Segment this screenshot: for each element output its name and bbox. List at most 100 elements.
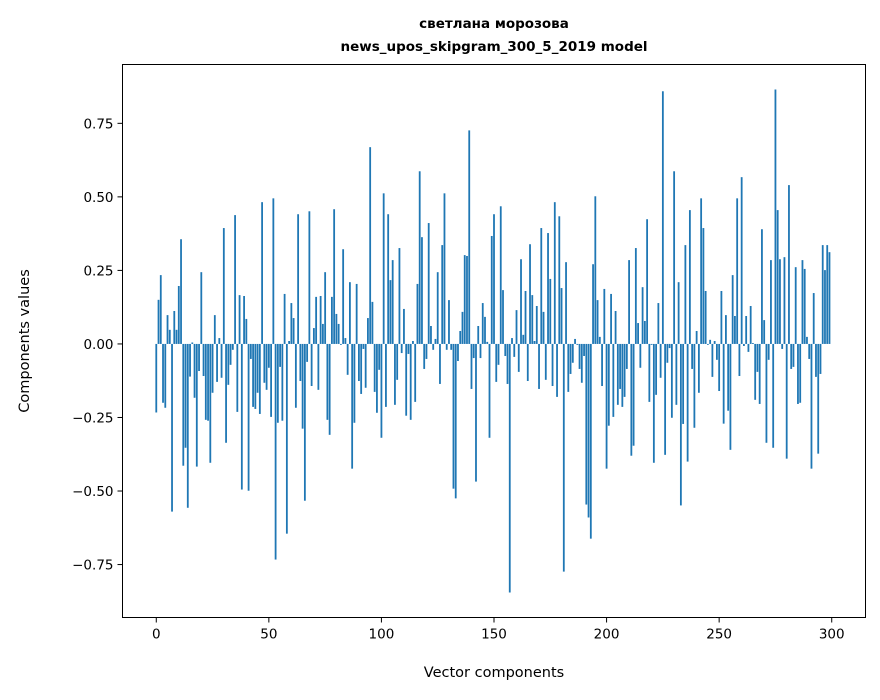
bar — [790, 343, 793, 369]
bar — [486, 341, 489, 344]
bar — [272, 198, 275, 344]
bar — [718, 343, 721, 392]
bar — [623, 343, 626, 397]
bar — [177, 285, 180, 344]
bar — [797, 343, 799, 404]
bar — [565, 262, 567, 344]
bar — [243, 295, 245, 344]
bar — [686, 343, 689, 462]
x-tick-label: 100 — [369, 627, 395, 643]
bar — [459, 330, 462, 344]
bar — [666, 343, 669, 363]
bar — [693, 343, 696, 428]
bar — [249, 343, 252, 359]
bar — [324, 272, 327, 344]
bar — [477, 325, 480, 344]
bar — [684, 245, 687, 344]
bar — [171, 343, 173, 512]
bar — [475, 343, 477, 482]
bar — [234, 215, 236, 344]
bar — [418, 171, 421, 344]
bar — [547, 233, 549, 344]
bar — [781, 343, 784, 349]
bar — [180, 239, 182, 344]
bar — [722, 343, 725, 424]
bar — [704, 290, 707, 344]
bar — [495, 343, 498, 382]
bar — [824, 270, 826, 344]
bar — [657, 303, 660, 344]
bar — [315, 296, 318, 344]
bar — [526, 343, 529, 382]
bar — [339, 343, 342, 345]
bar — [715, 343, 718, 360]
bar — [225, 343, 227, 443]
bar — [274, 343, 277, 560]
bar — [371, 301, 374, 344]
bar — [754, 343, 757, 400]
bar — [578, 343, 581, 369]
bar — [484, 316, 486, 344]
bar — [688, 210, 691, 344]
y-tick-label: −0.75 — [72, 558, 113, 574]
bar — [389, 280, 392, 344]
bar — [650, 343, 653, 345]
x-tick-label: 0 — [152, 627, 161, 643]
bar — [594, 196, 597, 344]
bar — [533, 341, 536, 344]
bar — [621, 343, 624, 407]
bar — [776, 210, 779, 344]
bar — [747, 343, 750, 352]
bar — [454, 343, 457, 499]
bar — [382, 193, 385, 344]
bar — [562, 343, 565, 572]
bar — [333, 209, 336, 344]
bar — [529, 244, 531, 344]
bar — [297, 214, 300, 344]
bar — [344, 338, 347, 344]
bar — [202, 343, 205, 377]
bar — [695, 330, 698, 344]
bar — [673, 171, 676, 344]
bar — [218, 338, 221, 344]
bar — [267, 343, 270, 368]
bar — [709, 339, 712, 344]
bar — [439, 343, 441, 384]
y-tick-label: −0.50 — [72, 484, 113, 500]
bar — [488, 343, 491, 438]
bar — [828, 252, 831, 344]
bar — [502, 290, 504, 344]
bar — [369, 147, 372, 344]
bar — [799, 343, 802, 403]
bar — [247, 343, 250, 491]
bar — [342, 249, 345, 344]
bar — [472, 343, 475, 359]
bar — [443, 193, 446, 344]
bar — [355, 283, 358, 344]
bar — [184, 343, 187, 448]
bar — [756, 343, 759, 372]
bar — [801, 260, 804, 344]
bar — [767, 343, 770, 360]
bar — [321, 323, 324, 344]
bar — [256, 343, 259, 393]
bar — [772, 343, 775, 448]
bar — [817, 343, 820, 454]
bar — [164, 343, 167, 408]
bar — [603, 288, 606, 344]
bar — [700, 198, 703, 344]
bar — [168, 329, 171, 344]
bar — [303, 343, 306, 501]
bar — [403, 308, 405, 344]
bar — [524, 290, 527, 344]
bar — [290, 303, 293, 344]
bar — [263, 343, 266, 383]
bar — [659, 343, 662, 378]
bar — [605, 343, 608, 469]
bar — [743, 343, 745, 347]
bar — [285, 343, 288, 534]
bar — [427, 223, 430, 344]
bar — [195, 343, 198, 467]
bar — [652, 343, 655, 463]
